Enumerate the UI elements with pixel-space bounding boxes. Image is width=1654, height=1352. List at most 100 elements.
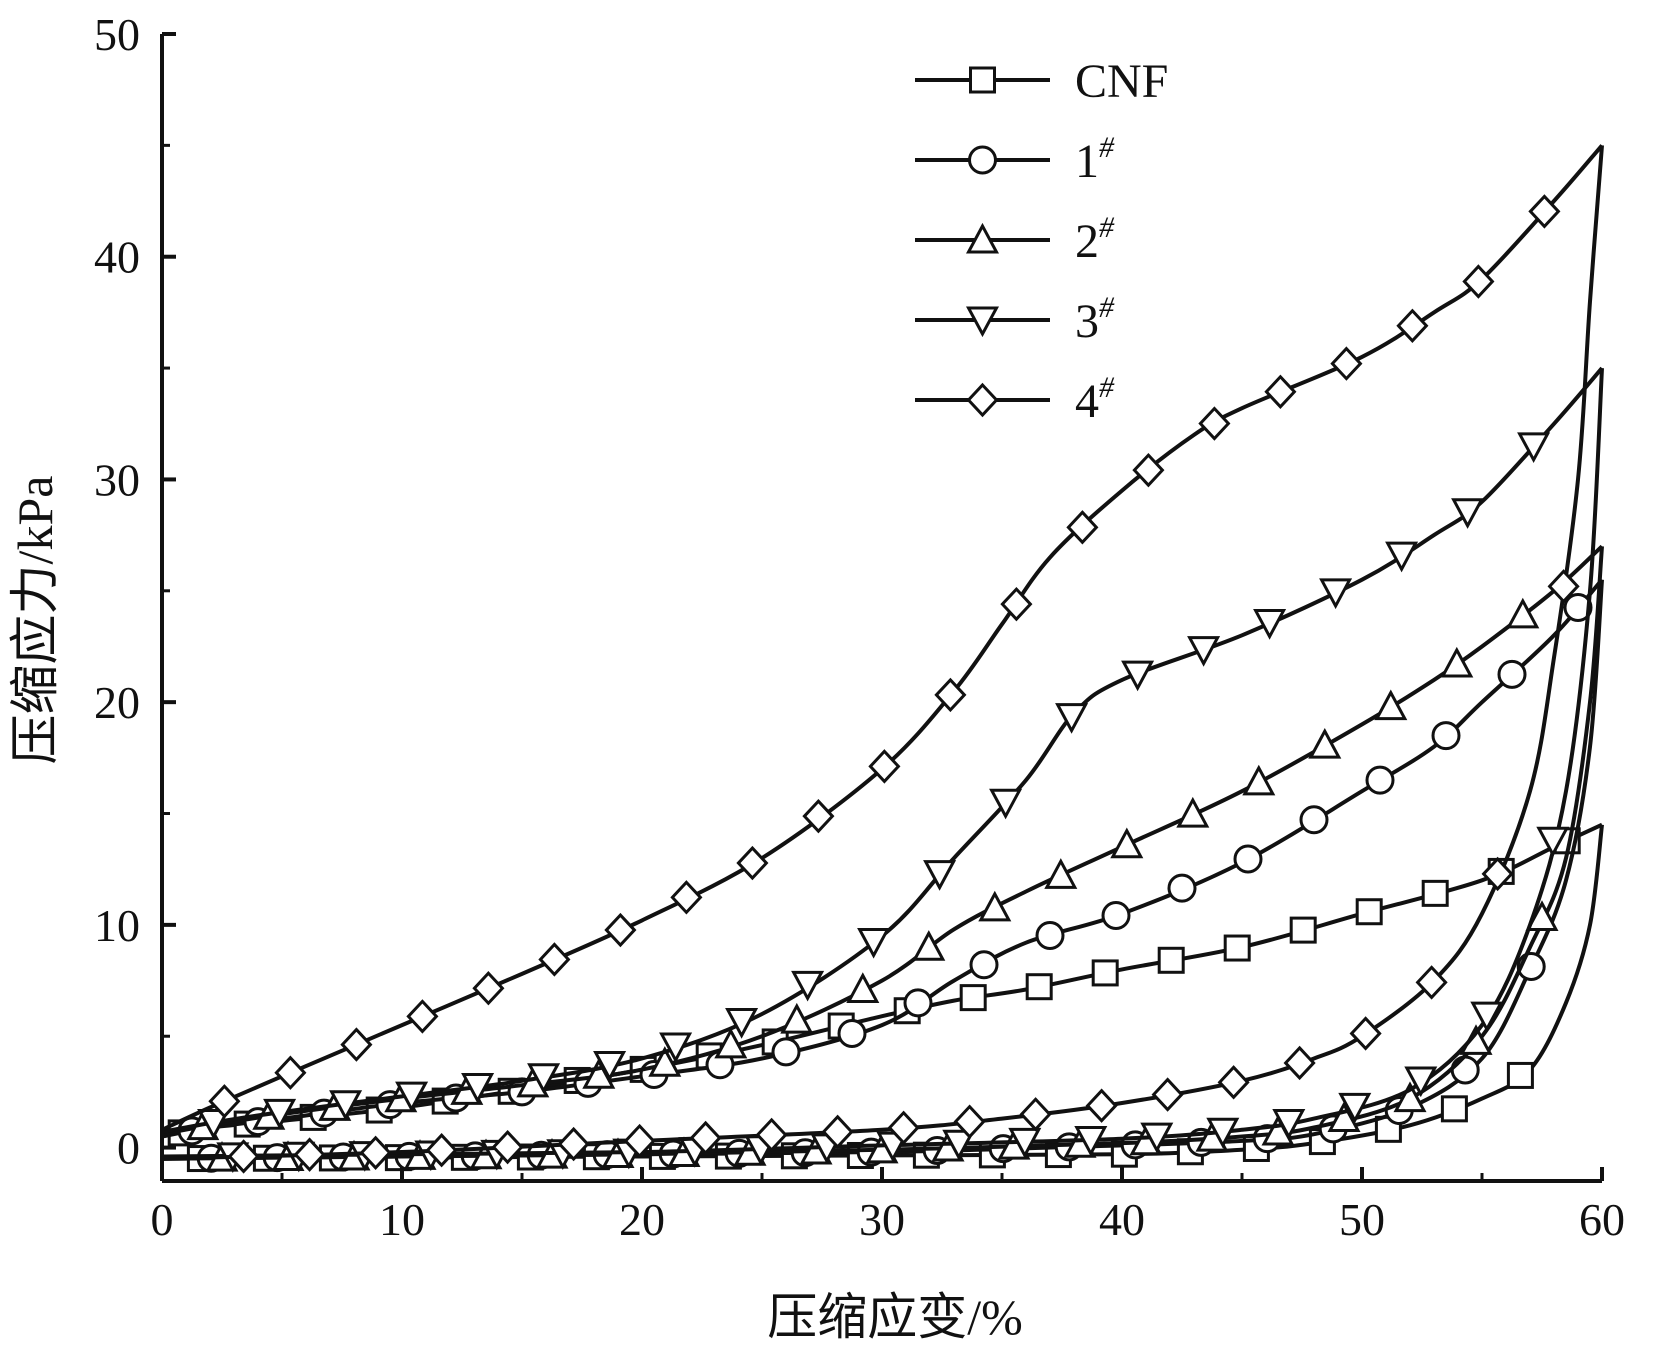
data-point: [1242, 764, 1276, 796]
data-point: [1385, 541, 1419, 573]
data-point: [1223, 934, 1251, 962]
data-point: [593, 1051, 627, 1082]
x-tick-label: 10: [379, 1194, 425, 1245]
data-point: [1253, 609, 1287, 640]
data-point: [1404, 1066, 1438, 1098]
x-tick-label: 0: [151, 1194, 174, 1245]
data-point: [1462, 264, 1495, 299]
data-point: [1035, 920, 1065, 950]
data-point: [1506, 1061, 1534, 1089]
data-point: [263, 1098, 297, 1130]
legend-label: 2#: [1075, 211, 1115, 268]
data-point: [1283, 1045, 1316, 1081]
plot-area: [161, 144, 1604, 1174]
data-point: [1374, 689, 1408, 721]
data-point: [1374, 1115, 1402, 1143]
data-point: [461, 1073, 495, 1104]
unloading-curve: [161, 546, 1604, 1161]
data-point: [623, 1123, 656, 1159]
data-point: [912, 930, 946, 961]
data-point: [791, 970, 825, 1002]
data-point: [1044, 858, 1078, 889]
legend-marker: [965, 222, 1000, 254]
data-point: [689, 1120, 722, 1156]
x-tick-label: 40: [1099, 1194, 1145, 1245]
data-point: [1074, 1126, 1108, 1157]
legend-label: CNF: [1075, 55, 1168, 108]
data-point: [969, 950, 999, 980]
legend-label: 3#: [1075, 291, 1115, 348]
data-point: [1327, 1101, 1361, 1132]
data-point: [1497, 659, 1527, 689]
data-point: [1198, 406, 1231, 441]
data-point: [1121, 660, 1155, 692]
y-tick-label: 50: [94, 9, 140, 60]
legend-label: 4#: [1075, 371, 1115, 428]
legend-superscript: #: [1099, 211, 1115, 244]
x-tick-label: 30: [859, 1194, 905, 1245]
data-point: [491, 1129, 524, 1165]
data-point: [989, 788, 1023, 820]
data-point: [1451, 498, 1485, 529]
data-point: [1019, 1097, 1052, 1132]
x-tick-label: 20: [619, 1194, 665, 1245]
data-point: [1085, 1088, 1118, 1123]
data-point: [538, 942, 571, 977]
legend-marker: [969, 66, 996, 94]
data-point: [659, 1032, 693, 1064]
data-point: [557, 1126, 590, 1162]
data-point: [821, 1114, 854, 1150]
data-point: [340, 1027, 373, 1062]
x-tick-label: 60: [1579, 1194, 1625, 1245]
y-tick-label: 0: [117, 1123, 140, 1174]
loading-curve: [161, 578, 1604, 1139]
data-point: [755, 1117, 788, 1153]
data-point: [736, 845, 769, 881]
data-point: [1393, 1081, 1427, 1113]
legend-marker: [968, 145, 997, 175]
data-point: [1431, 721, 1461, 751]
legend: CNF 1# 2# 3# 4#: [915, 55, 1168, 428]
data-point: [227, 1139, 260, 1174]
data-point: [846, 972, 880, 1003]
data-point: [406, 999, 439, 1034]
axes: 0 10 20 30 40 50 60 0 10 20 30 40 50: [94, 9, 1625, 1245]
legend-entry: 3#: [915, 291, 1115, 348]
data-point: [1187, 636, 1221, 667]
data-point: [1440, 1095, 1468, 1123]
data-point: [1110, 827, 1144, 859]
data-point: [1151, 1077, 1184, 1112]
y-tick-label: 30: [94, 454, 140, 505]
data-point: [903, 988, 933, 1018]
unloading-curve: [161, 579, 1604, 1161]
data-point: [1264, 374, 1297, 409]
legend-label: 1#: [1075, 131, 1115, 188]
legend-superscript: #: [1099, 371, 1115, 404]
data-point: [780, 1002, 814, 1034]
data-point: [887, 1110, 920, 1145]
legend-marker: [966, 382, 999, 418]
data-point: [771, 1037, 801, 1067]
data-point: [472, 971, 505, 1006]
data-point: [725, 1008, 759, 1039]
y-axis-title: 压缩应力/kPa: [7, 476, 63, 765]
data-point: [425, 1133, 458, 1168]
data-point: [604, 912, 637, 948]
data-point: [959, 984, 987, 1012]
legend-entry: 1#: [915, 131, 1115, 188]
data-point: [1055, 703, 1089, 734]
series-1: [161, 578, 1604, 1173]
data-point: [1289, 916, 1317, 944]
legend-entry: CNF: [915, 55, 1168, 108]
data-point: [714, 1027, 748, 1059]
data-point: [1528, 194, 1561, 229]
legend-superscript: #: [1099, 131, 1115, 164]
data-point: [1319, 578, 1353, 610]
data-point: [1140, 1122, 1174, 1154]
data-point: [1091, 959, 1119, 987]
data-point: [1563, 593, 1593, 622]
data-point: [1396, 308, 1429, 343]
data-point: [1330, 346, 1363, 381]
data-point: [329, 1090, 363, 1121]
